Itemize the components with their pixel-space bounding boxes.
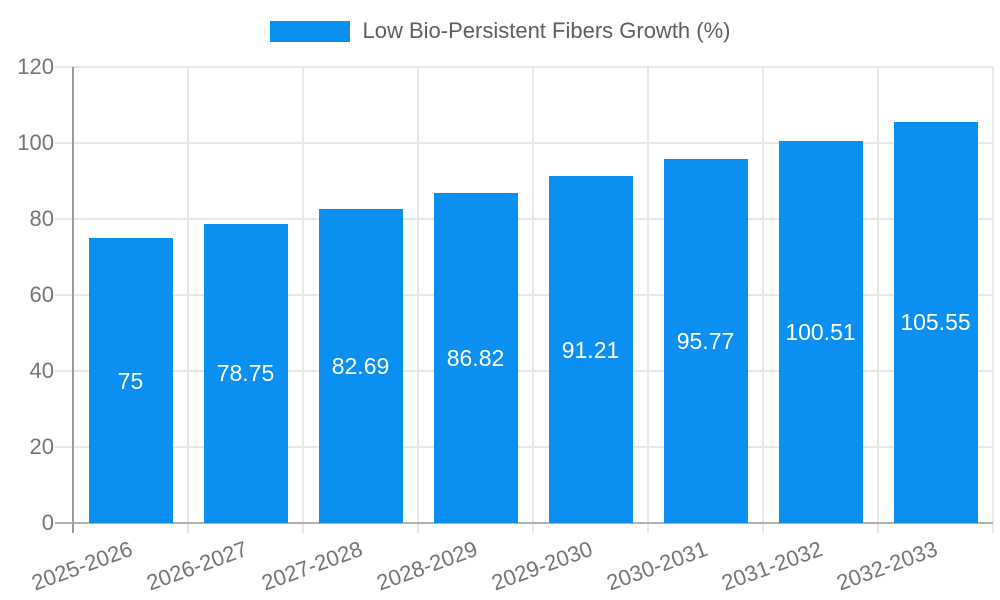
- y-gridline: [55, 294, 993, 296]
- x-gridline: [302, 67, 304, 533]
- y-tick-label: 100: [17, 130, 54, 155]
- x-gridline: [532, 67, 534, 533]
- y-gridline: [55, 66, 993, 68]
- y-tick-label: 0: [41, 510, 54, 535]
- x-tick-label: 2030-2031: [603, 536, 712, 596]
- bar[interactable]: [778, 141, 863, 523]
- x-tick-label: 2027-2028: [258, 536, 367, 596]
- y-gridline: [55, 446, 993, 448]
- bar-value-label: 78.75: [216, 360, 275, 387]
- x-gridline: [992, 67, 994, 533]
- bar-value-label: 105.55: [900, 309, 971, 336]
- bar[interactable]: [663, 159, 748, 523]
- bar[interactable]: [203, 223, 288, 523]
- legend-label: Low Bio-Persistent Fibers Growth (%): [362, 18, 731, 43]
- x-axis-line: [55, 522, 993, 524]
- y-gridline: [55, 218, 993, 220]
- x-tick-label: 2029-2030: [488, 536, 597, 596]
- y-gridline: [55, 370, 993, 372]
- bar-value-label: 91.21: [561, 336, 620, 363]
- x-gridline: [187, 67, 189, 533]
- x-tick-label: 2031-2032: [718, 536, 827, 596]
- y-tick-label: 60: [29, 282, 54, 307]
- y-gridline: [55, 142, 993, 144]
- x-gridline: [647, 67, 649, 533]
- legend[interactable]: Low Bio-Persistent Fibers Growth (%): [0, 18, 1000, 44]
- legend-swatch[interactable]: [269, 20, 350, 42]
- bar-value-label: 82.69: [331, 352, 390, 379]
- bar[interactable]: [548, 176, 633, 523]
- x-tick-label: 2026-2027: [143, 536, 252, 596]
- x-tick-label: 2025-2026: [28, 536, 137, 596]
- x-gridline: [877, 67, 879, 533]
- y-axis-line: [72, 67, 74, 523]
- y-tick-label: 120: [17, 54, 54, 79]
- x-tick-label: 2028-2029: [373, 536, 482, 596]
- y-tick-label: 80: [29, 206, 54, 231]
- y-tick-label: 40: [29, 358, 54, 383]
- bar[interactable]: [433, 193, 518, 523]
- bar-value-label: 86.82: [446, 345, 505, 372]
- bar-value-label: 95.77: [676, 328, 735, 355]
- bar[interactable]: [318, 208, 403, 523]
- bar-value-label: 100.51: [785, 319, 856, 346]
- x-axis-origin-tick: [72, 523, 74, 533]
- x-gridline: [762, 67, 764, 533]
- x-gridline: [417, 67, 419, 533]
- x-tick-label: 2032-2033: [833, 536, 942, 596]
- bar[interactable]: [893, 121, 978, 523]
- y-tick-label: 20: [29, 434, 54, 459]
- bar[interactable]: [88, 238, 173, 523]
- bar-value-label: 75: [117, 367, 144, 394]
